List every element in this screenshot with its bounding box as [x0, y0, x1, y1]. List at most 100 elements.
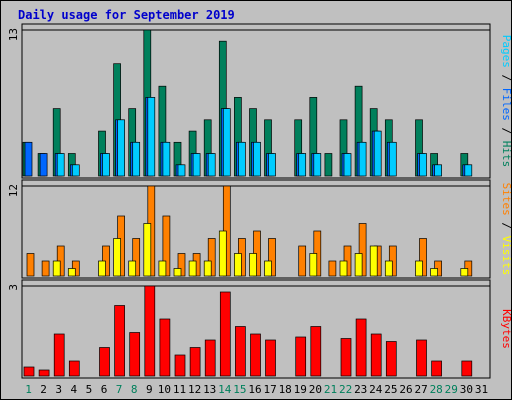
bar-sites-visits-visits-day-22	[339, 260, 348, 277]
x-tick-label-day-21: 21	[324, 383, 337, 396]
bar-sites-visits-visits-day-27	[415, 260, 423, 277]
bar-sites-visits-visits-day-20	[309, 253, 318, 277]
bar-hits-files-pages-pages-day-10	[162, 141, 171, 177]
bar-sites-visits-visits-day-9	[143, 223, 152, 277]
bar-hits-files-pages-pages-day-22	[343, 153, 352, 177]
bar-kbytes-kbytes-day-15	[235, 326, 246, 377]
x-tick-label-day-17: 17	[263, 383, 276, 396]
legend-entry-hits-files-pages-4: Hits	[500, 141, 512, 168]
x-tick-label-day-19: 19	[294, 383, 307, 396]
bar-sites-visits-visits-day-13	[203, 260, 212, 277]
bar-hits-files-pages-pages-day-19	[298, 153, 307, 177]
bar-hits-files-pages-pages-day-11	[177, 164, 186, 177]
legend-entry-sites-visits-1: /	[500, 216, 512, 236]
bar-hits-files-pages-pages-day-23	[358, 141, 367, 177]
chart-title: Daily usage for September 2019	[18, 8, 235, 22]
bar-hits-files-pages-pages-day-14	[222, 108, 231, 177]
bar-kbytes-kbytes-day-22	[340, 338, 352, 377]
bar-kbytes-kbytes-day-11	[174, 354, 186, 377]
bar-sites-visits-visits-day-7	[113, 238, 121, 277]
legend-entry-hits-files-pages-1: /	[500, 68, 512, 88]
x-tick-label-day-11: 11	[173, 383, 186, 396]
bar-sites-visits-sites-day-10	[162, 215, 171, 277]
bar-kbytes-kbytes-day-17	[265, 339, 276, 377]
panel-hits-files-pages-ymax-label: 13	[7, 28, 20, 41]
bar-hits-files-pages-files-day-1	[24, 141, 33, 177]
bar-sites-visits-visits-day-17	[264, 260, 272, 277]
x-tick-label-day-5: 5	[86, 383, 93, 396]
bar-kbytes-kbytes-day-4	[68, 360, 80, 377]
x-tick-label-day-15: 15	[233, 383, 246, 396]
x-tick-label-day-20: 20	[309, 383, 322, 396]
bar-sites-visits-visits-day-3	[52, 260, 61, 277]
bar-kbytes-kbytes-day-27	[416, 339, 427, 377]
bar-sites-visits-visits-day-16	[249, 253, 257, 277]
bar-sites-visits-sites-day-27	[419, 238, 427, 277]
bar-sites-visits-visits-day-25	[384, 260, 393, 277]
bar-kbytes-kbytes-day-23	[355, 318, 367, 377]
bar-sites-visits-visits-day-28	[430, 268, 438, 277]
x-tick-label-day-16: 16	[248, 383, 261, 396]
x-tick-label-day-18: 18	[279, 383, 292, 396]
bar-sites-visits-sites-day-13	[207, 238, 216, 277]
x-tick-label-day-10: 10	[158, 383, 171, 396]
x-tick-label-day-27: 27	[414, 383, 427, 396]
legend-entry-sites-visits-2: Visits	[500, 236, 512, 276]
x-tick-label-day-22: 22	[339, 383, 352, 396]
x-tick-label-day-1: 1	[25, 383, 32, 396]
x-tick-label-day-25: 25	[384, 383, 397, 396]
bar-sites-visits-visits-day-30	[460, 268, 469, 277]
x-tick-label-day-28: 28	[430, 383, 443, 396]
bar-kbytes-kbytes-day-13	[204, 339, 216, 377]
legend-entry-kbytes-0: KBytes	[500, 309, 512, 349]
bar-sites-visits-sites-day-11	[177, 253, 186, 277]
bar-sites-visits-visits-day-23	[354, 253, 363, 277]
x-tick-label-day-9: 9	[146, 383, 153, 396]
x-tick-label-day-29: 29	[445, 383, 458, 396]
bar-sites-visits-visits-day-12	[188, 260, 197, 277]
bar-sites-visits-visits-day-10	[158, 260, 167, 277]
bar-kbytes-kbytes-day-8	[129, 332, 141, 377]
bar-hits-files-pages-pages-day-6	[102, 153, 110, 177]
bar-hits-files-pages-pages-day-24	[373, 130, 382, 177]
bar-hits-files-pages-pages-day-28	[434, 164, 442, 177]
bar-kbytes-kbytes-day-1	[23, 366, 35, 377]
bar-hits-files-pages-pages-day-4	[71, 164, 80, 177]
panel-sites-visits-legend: Sites / Visits	[500, 183, 512, 276]
legend-entry-hits-files-pages-2: Files	[500, 88, 512, 121]
x-tick-label-day-14: 14	[218, 383, 232, 396]
panel-sites-visits-ymax-label: 12	[7, 184, 20, 197]
bar-sites-visits-sites-day-19	[298, 245, 307, 277]
panel-kbytes-ymax-label: 3	[7, 284, 20, 291]
bar-hits-files-pages-pages-day-16	[253, 141, 261, 177]
bar-sites-visits-visits-day-6	[98, 260, 106, 277]
bar-sites-visits-visits-day-4	[67, 268, 76, 277]
bar-kbytes-kbytes-day-7	[114, 305, 125, 377]
bar-sites-visits-visits-day-24	[369, 245, 378, 277]
x-tick-label-day-30: 30	[460, 383, 473, 396]
panel-hits-files-pages-legend: Pages / Files / Hits	[500, 35, 512, 168]
bar-hits-files-pages-pages-day-15	[238, 141, 246, 177]
x-tick-label-day-8: 8	[131, 383, 138, 396]
bar-kbytes-kbytes-day-3	[53, 333, 65, 377]
bar-kbytes-kbytes-day-9	[144, 285, 156, 377]
x-tick-label-day-12: 12	[188, 383, 201, 396]
bar-kbytes-kbytes-day-12	[189, 347, 201, 377]
x-tick-label-day-2: 2	[40, 383, 47, 396]
bar-hits-files-pages-pages-day-30	[464, 164, 473, 177]
x-tick-label-day-31: 31	[475, 383, 488, 396]
bar-hits-files-pages-pages-day-20	[313, 153, 322, 177]
bar-sites-visits-sites-day-2	[41, 260, 50, 277]
bar-hits-files-pages-files-day-2	[39, 153, 48, 177]
panel-kbytes-legend: KBytes	[500, 309, 512, 349]
bar-sites-visits-visits-day-8	[128, 260, 137, 277]
bar-sites-visits-visits-day-15	[234, 253, 242, 277]
bar-kbytes-kbytes-day-24	[370, 333, 382, 377]
bar-kbytes-kbytes-day-10	[159, 318, 171, 377]
legend-entry-hits-files-pages-3: /	[500, 121, 512, 141]
bar-hits-files-pages-hits-day-21	[324, 153, 333, 177]
x-tick-label-day-3: 3	[55, 383, 62, 396]
legend-entry-sites-visits-0: Sites	[500, 183, 512, 216]
bar-kbytes-kbytes-day-25	[385, 341, 397, 377]
bar-kbytes-kbytes-day-19	[295, 336, 307, 377]
